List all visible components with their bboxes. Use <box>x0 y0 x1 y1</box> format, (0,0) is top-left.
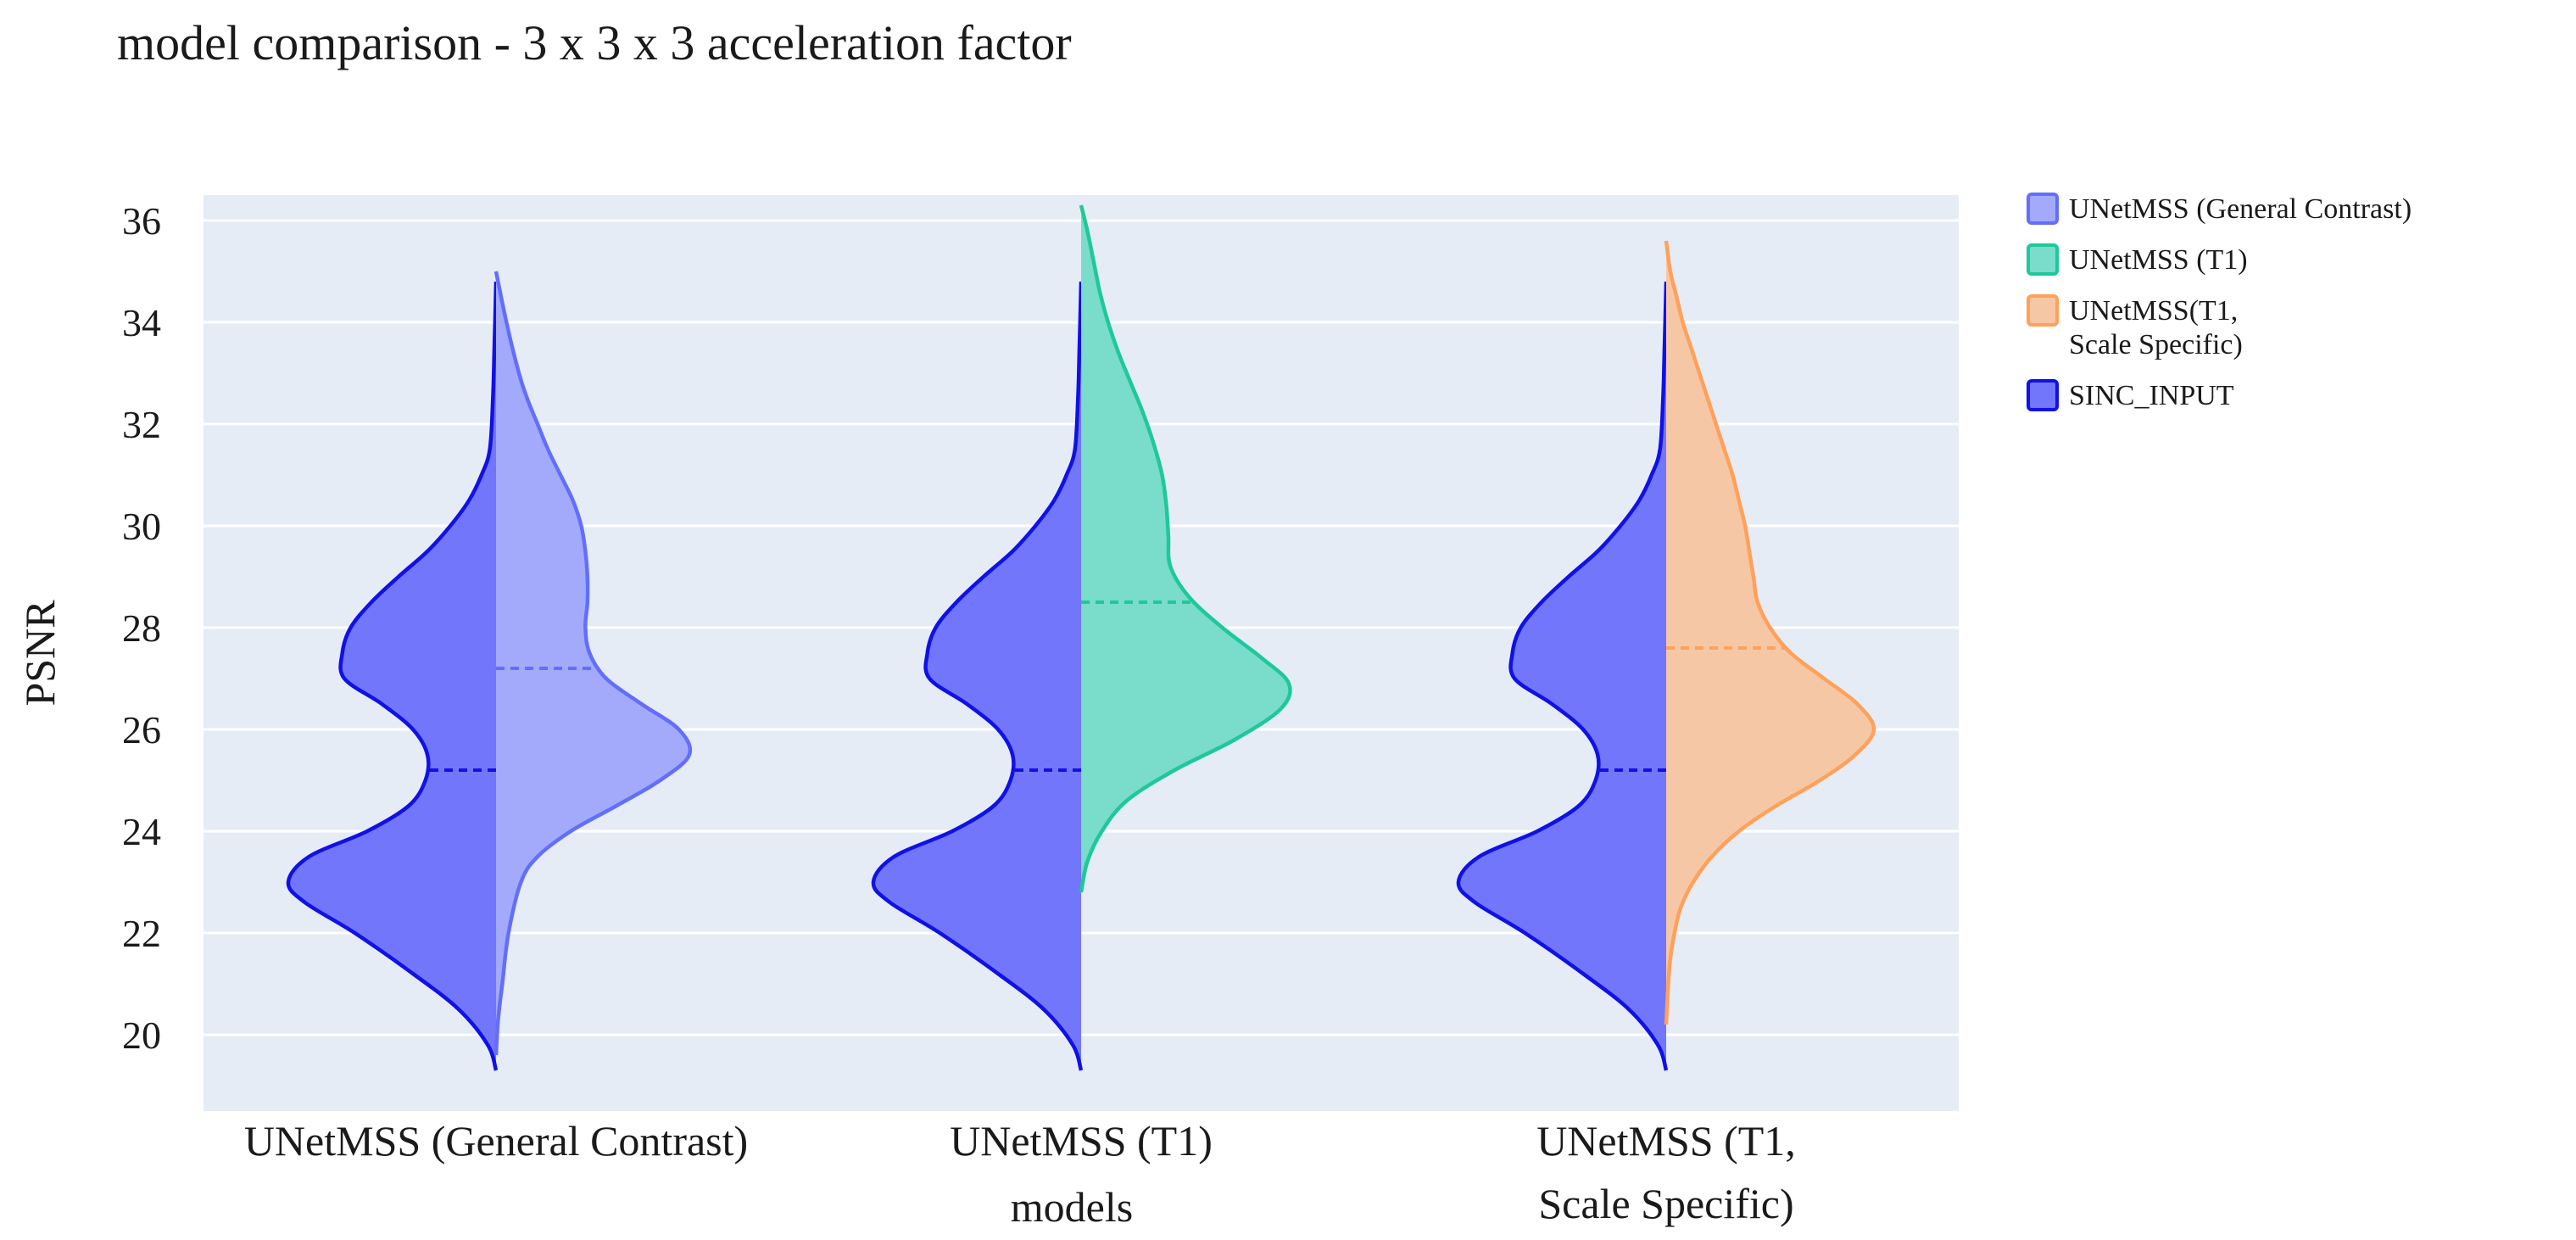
model-half-violin-fill <box>1666 241 1875 1025</box>
legend-item[interactable]: SINC_INPUT <box>2027 379 2234 411</box>
x-axis-categories: UNetMSS (General Contrast) UNetMSS (T1) UN… <box>244 1117 1796 1227</box>
legend-label: SINC_INPUT <box>2069 380 2234 411</box>
model-half-violin-outline <box>1079 204 1292 893</box>
model-half-violin-outline <box>1664 240 1876 1025</box>
x-category-label: UNetMSS (T1, Scale Specific) <box>1536 1117 1796 1227</box>
legend-item[interactable]: UNetMSS(T1, Scale Specific) <box>2027 294 2243 360</box>
baseline-half-violin-fill <box>1458 282 1666 1070</box>
baseline-half-violin-outline <box>1456 281 1669 1071</box>
model-half-violin-outline <box>493 271 693 1056</box>
y-tick-label: 30 <box>122 505 161 548</box>
violin-group <box>871 204 1292 1071</box>
legend-item[interactable]: UNetMSS (T1) <box>2027 243 2248 276</box>
violins <box>286 204 1876 1071</box>
baseline-half-violin-fill <box>287 282 496 1070</box>
legend-swatch <box>2027 379 2059 411</box>
y-tick-label: 28 <box>122 606 161 650</box>
legend: UNetMSS (General Contrast) UNetMSS (T1) UN… <box>2027 193 2412 411</box>
violin-group <box>286 271 693 1071</box>
legend-swatch <box>2027 294 2059 327</box>
y-tick-label: 32 <box>122 403 161 446</box>
y-tick-label: 22 <box>122 912 161 955</box>
legend-swatch <box>2027 193 2059 225</box>
y-axis-title: PSNR <box>16 600 64 707</box>
y-tick-label: 34 <box>122 301 161 344</box>
baseline-half-violin-outline <box>286 281 499 1071</box>
baseline-half-violin-fill <box>873 282 1081 1070</box>
chart-title: model comparison - 3 x 3 x 3 acceleratio… <box>117 15 1072 70</box>
baseline-half-violin-outline <box>871 281 1084 1071</box>
legend-label: UNetMSS (General Contrast) <box>2069 193 2412 225</box>
y-tick-label: 24 <box>122 810 161 853</box>
x-category-label: UNetMSS (T1) <box>950 1117 1213 1165</box>
legend-label: UNetMSS (T1) <box>2069 244 2248 276</box>
legend-item[interactable]: UNetMSS (General Contrast) <box>2027 193 2412 225</box>
legend-swatch <box>2027 243 2059 276</box>
model-half-violin-fill <box>1081 205 1291 892</box>
y-tick-label: 36 <box>122 199 161 243</box>
y-tick-label: 20 <box>122 1014 161 1057</box>
violin-group <box>1456 240 1876 1071</box>
x-category-label: UNetMSS (General Contrast) <box>244 1117 748 1165</box>
x-axis-title: models <box>1011 1183 1133 1231</box>
y-tick-label: 26 <box>122 708 161 751</box>
legend-label: UNetMSS(T1, Scale Specific) <box>2069 295 2243 360</box>
y-axis-ticks: 20 22 24 26 28 30 32 34 36 <box>122 199 161 1057</box>
